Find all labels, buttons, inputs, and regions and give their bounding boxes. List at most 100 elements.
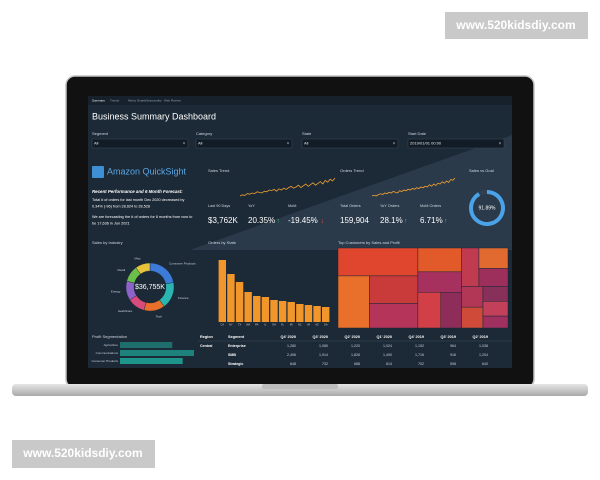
dropdown-caret: ▾ bbox=[393, 141, 395, 146]
bar bbox=[244, 292, 252, 322]
dropdown-caret: ▾ bbox=[183, 141, 185, 146]
kpi-value: 20.35% bbox=[248, 216, 275, 225]
bar bbox=[218, 260, 227, 322]
forecast-heading: Recent Performance and 6 Month Forecast: bbox=[92, 189, 183, 194]
table-header: Q4' 2019 bbox=[409, 335, 424, 339]
panel-title: Orders Trend bbox=[340, 168, 364, 173]
donut-total: $36,755K bbox=[135, 284, 165, 291]
treemap-block bbox=[440, 292, 462, 329]
x-tick-label: NY bbox=[229, 323, 233, 327]
kpi-value: 6.71% bbox=[420, 216, 443, 225]
table-cell: 1,220 bbox=[351, 344, 360, 348]
tab-bar bbox=[88, 96, 512, 105]
tab[interactable]: Seasonality bbox=[146, 98, 162, 102]
sparkline bbox=[371, 177, 456, 197]
forecast-line: 0.34% (-96) from 28,624 to 28,528 bbox=[92, 205, 150, 209]
donut-slice bbox=[135, 262, 151, 275]
table-cell: 2,496 bbox=[287, 353, 296, 357]
kpi-value: -19.45% bbox=[288, 216, 318, 225]
laptop-base bbox=[12, 384, 588, 396]
table-cell: Enterprise bbox=[228, 344, 246, 348]
bar bbox=[304, 305, 313, 322]
forecast-line: be 17,636 in Jun 2021 bbox=[92, 222, 130, 226]
gauge-label: 91.89% bbox=[479, 205, 497, 211]
filter-dropdown[interactable] bbox=[301, 138, 399, 149]
filter-dropdown[interactable] bbox=[91, 138, 189, 149]
table-cell: 1,490 bbox=[383, 353, 392, 357]
table-cell: 1,204 bbox=[479, 353, 488, 357]
table-header: Q4' 2020 bbox=[281, 335, 296, 339]
table-cell: 1,038 bbox=[479, 344, 488, 348]
filter-label: Segment bbox=[92, 131, 109, 136]
x-tick-label: FL bbox=[281, 323, 285, 327]
donut-label: Retail bbox=[118, 268, 126, 272]
watermark: www.520kidsdiy.com bbox=[455, 18, 575, 32]
treemap-block bbox=[461, 306, 484, 329]
kpi-label: YoY bbox=[248, 204, 255, 208]
brand-icon bbox=[92, 166, 104, 178]
table-cell: 1,024 bbox=[383, 344, 392, 348]
dropdown-caret: ▾ bbox=[287, 141, 289, 146]
kpi-value: 159,904 bbox=[340, 216, 369, 225]
table-cell: 688 bbox=[354, 362, 360, 366]
donut-label: Healthcare bbox=[118, 309, 133, 313]
table-cell: SMB bbox=[228, 353, 236, 357]
segment-bar bbox=[120, 342, 173, 348]
x-tick-label: PA bbox=[255, 323, 259, 327]
row-label: Agriculture bbox=[104, 343, 119, 347]
bar bbox=[253, 296, 261, 322]
table-cell: 964 bbox=[450, 344, 456, 348]
table-header: Segment bbox=[228, 335, 245, 339]
segment-bar bbox=[120, 358, 183, 364]
row-label: Communications bbox=[96, 351, 119, 355]
kpi-label: Last 90 Days bbox=[208, 204, 230, 208]
table-cell: 598 bbox=[450, 362, 456, 366]
donut-label: Misc bbox=[135, 256, 142, 260]
table-header: Q3' 2020 bbox=[313, 335, 328, 339]
bar bbox=[313, 306, 321, 322]
treemap-block bbox=[461, 247, 480, 287]
gauge-arc bbox=[469, 190, 505, 226]
tab[interactable]: Web Review bbox=[164, 98, 182, 102]
table-cell: 916 bbox=[450, 353, 456, 357]
filter-dropdown[interactable] bbox=[407, 138, 505, 149]
tab[interactable]: Metric Details bbox=[128, 98, 147, 102]
table-header: Q3' 2019 bbox=[441, 335, 456, 339]
kpi-label: MoM bbox=[288, 204, 296, 208]
bar bbox=[235, 282, 244, 322]
segment-bar bbox=[120, 350, 194, 356]
table-cell: 1,716 bbox=[415, 353, 424, 357]
kpi-label: YoY Orders bbox=[380, 204, 400, 208]
x-tick-label: TX bbox=[238, 323, 242, 327]
table-cell: 732 bbox=[322, 362, 328, 366]
panel-title: Orders by State bbox=[208, 240, 237, 245]
table-cell: Strategic bbox=[228, 362, 243, 366]
bar bbox=[287, 302, 295, 322]
x-tick-label: CA bbox=[221, 323, 225, 327]
filter-dropdown[interactable] bbox=[195, 138, 293, 149]
bar bbox=[278, 301, 287, 322]
panel-title: Top Customers by Sales and Profit bbox=[338, 240, 400, 245]
x-tick-label: WA bbox=[246, 323, 250, 327]
filter-label: State bbox=[302, 131, 312, 136]
x-tick-label: MI bbox=[290, 323, 293, 327]
tab[interactable]: Trends bbox=[110, 98, 120, 102]
brand: Amazon QuickSight bbox=[107, 166, 187, 176]
table-header: Q1' 2020 bbox=[377, 335, 392, 339]
treemap-block bbox=[417, 292, 442, 329]
forecast-line: We are forecasting the # of orders for 6… bbox=[92, 215, 192, 219]
treemap-block bbox=[482, 315, 509, 329]
table-cell: Central bbox=[200, 344, 212, 348]
watermark-box bbox=[12, 440, 155, 468]
treemap-block bbox=[337, 275, 370, 329]
row-label: Consumer Products bbox=[91, 359, 118, 363]
treemap-block bbox=[417, 247, 462, 273]
x-tick-label: IL bbox=[264, 323, 267, 327]
filter-label: Start Date bbox=[408, 131, 427, 136]
x-tick-label: VA bbox=[307, 323, 311, 327]
panel-title: Sales by Industry bbox=[92, 240, 123, 245]
tab[interactable]: Summary bbox=[92, 98, 105, 102]
kpi-arrow: ↑ bbox=[404, 218, 408, 225]
dropdown-caret: ▾ bbox=[499, 141, 501, 146]
